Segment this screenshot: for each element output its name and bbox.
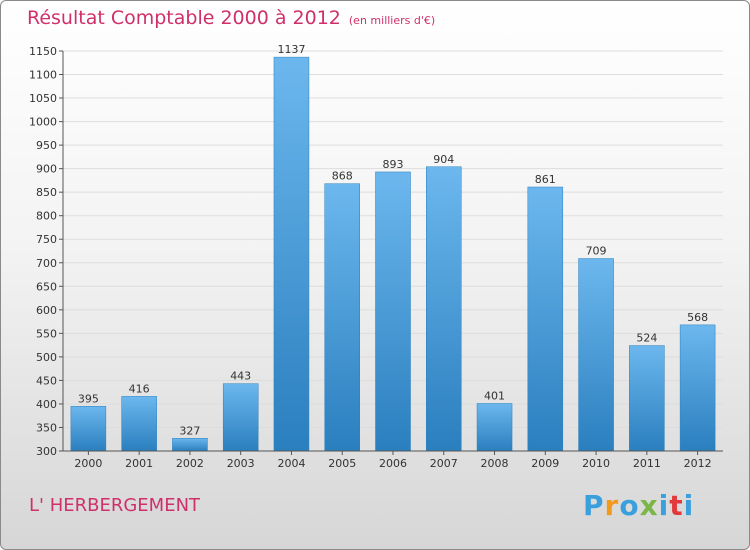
y-tick-label: 700	[36, 257, 57, 270]
logo-letter: o	[619, 489, 640, 522]
bar-2008	[476, 403, 513, 452]
y-tick-label: 1050	[29, 92, 57, 105]
bar-value-label: 861	[535, 173, 556, 186]
x-tick-label: 2004	[277, 457, 305, 470]
bar-value-label: 1137	[277, 43, 305, 56]
y-tick-label: 1150	[29, 45, 57, 58]
bar-value-label: 709	[586, 245, 607, 258]
logo-letter: x	[639, 489, 659, 522]
chart-title: Résultat Comptable 2000 à 2012 (en millie…	[27, 7, 435, 29]
x-tick-label: 2010	[582, 457, 610, 470]
y-tick-label: 750	[36, 233, 57, 246]
x-tick-label: 2001	[125, 457, 153, 470]
x-tick-label: 2012	[684, 457, 712, 470]
x-tick-label: 2003	[227, 457, 255, 470]
y-tick-label: 950	[36, 139, 57, 152]
y-tick-label: 300	[36, 445, 57, 458]
y-tick-label: 850	[36, 186, 57, 199]
bar-2010	[578, 258, 614, 452]
y-tick-label: 550	[36, 327, 57, 340]
bar-2006	[375, 171, 411, 452]
x-tick-label: 2005	[328, 457, 356, 470]
bar-2001	[121, 396, 157, 452]
bar-2002	[172, 438, 208, 452]
proxiti-logo: Proxiti	[583, 489, 694, 522]
bar-value-label: 327	[179, 424, 200, 437]
bar-2003	[222, 383, 259, 452]
bar-value-label: 904	[433, 153, 454, 166]
bar-value-label: 524	[636, 332, 657, 345]
x-tick-label: 2006	[379, 457, 407, 470]
y-tick-label: 600	[36, 304, 57, 317]
logo-letter: t	[669, 489, 684, 522]
bar-value-label: 868	[332, 170, 353, 183]
bar-value-label: 568	[687, 311, 708, 324]
bar-value-label: 893	[383, 158, 404, 171]
logo-letter: i	[683, 489, 695, 522]
y-tick-label: 450	[36, 374, 57, 387]
y-tick-label: 500	[36, 351, 57, 364]
bar-2007	[426, 166, 462, 452]
bar-value-label: 443	[230, 370, 251, 383]
x-tick-label: 2007	[430, 457, 458, 470]
bar-value-label: 416	[129, 382, 150, 395]
bar-2004	[273, 56, 310, 452]
bar-2005	[324, 183, 360, 452]
bar-2012	[679, 324, 716, 452]
chart-subtitle: (en milliers d'€)	[348, 14, 436, 27]
logo-letter: P	[583, 489, 605, 522]
y-tick-label: 800	[36, 210, 57, 223]
y-tick-label: 900	[36, 163, 57, 176]
x-tick-label: 2011	[633, 457, 661, 470]
logo-letter: i	[658, 489, 670, 522]
bar-2000	[70, 406, 107, 452]
bar-value-label: 395	[78, 392, 99, 405]
bar-2011	[629, 345, 665, 452]
y-tick-label: 650	[36, 280, 57, 293]
x-tick-label: 2002	[176, 457, 204, 470]
chart-title-text: Résultat Comptable 2000 à 2012	[27, 7, 341, 29]
commune-name: L' HERBERGEMENT	[29, 495, 201, 516]
logo-letter: r	[604, 489, 620, 522]
y-tick-label: 1100	[29, 69, 57, 82]
bar-value-label: 401	[484, 389, 505, 402]
y-tick-label: 1000	[29, 116, 57, 129]
y-tick-label: 400	[36, 398, 57, 411]
x-tick-label: 2000	[74, 457, 102, 470]
x-tick-label: 2008	[481, 457, 509, 470]
x-tick-label: 2009	[531, 457, 559, 470]
y-tick-label: 350	[36, 421, 57, 434]
bar-2009	[527, 186, 564, 452]
